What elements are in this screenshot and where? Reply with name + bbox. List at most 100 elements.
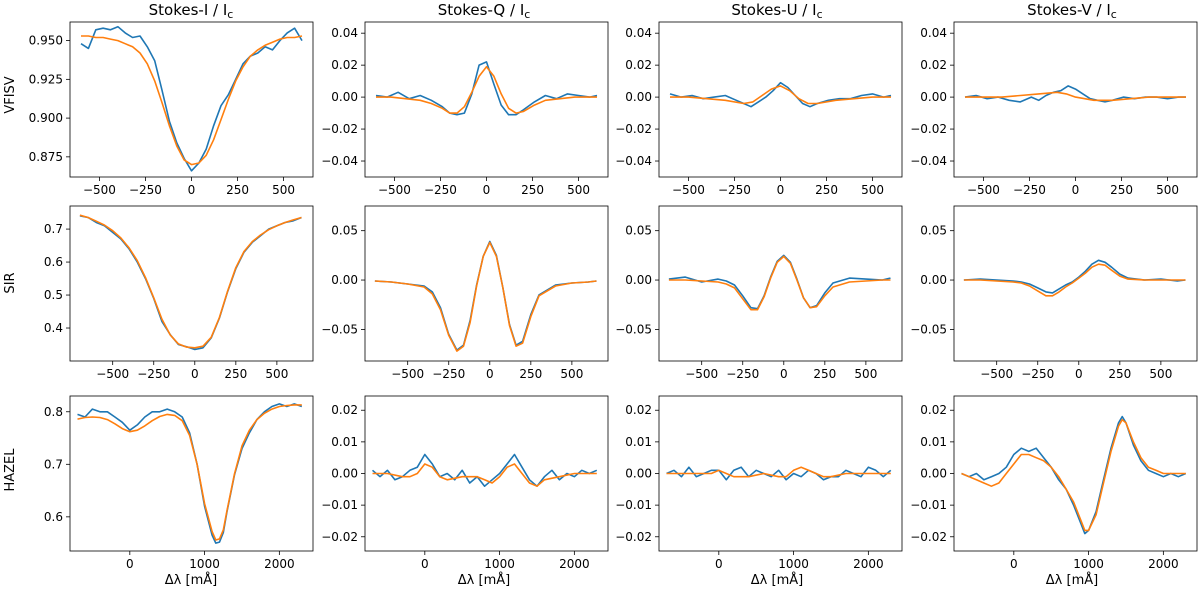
y-tick-label: 0.4 [44, 321, 63, 335]
fit-profile-line [963, 263, 1186, 297]
panel: −500 −250 0 250 500 −0.05 0.00 0.05 [615, 205, 903, 381]
y-tick-label: 0.875 [29, 150, 63, 164]
x-tick-label: 0 [188, 183, 196, 197]
panel: −500 −250 0 250 500 0.4 0.5 0.6 0.7 [44, 205, 314, 381]
y-tick-label: 0.01 [625, 435, 652, 449]
column-title-stokes-v: Stokes-V / Ic [1027, 1, 1117, 21]
x-axis-labels: Δλ [mÅ] Δλ [mÅ] Δλ [mÅ] Δλ [mÅ] [165, 572, 1098, 588]
y-tick-label: 0.04 [625, 26, 652, 40]
column-titles: Stokes-I / Ic Stokes-Q / Ic Stokes-U / I… [149, 1, 1117, 21]
panel: −500 −250 0 250 500 −0.04 −0.02 0.00 0.02 0.04 [615, 21, 903, 197]
panel-frame [658, 205, 903, 362]
column-title-stokes-u: Stokes-U / Ic [731, 1, 822, 21]
y-tick-label: 0.02 [331, 58, 358, 72]
y-tick-label: −0.02 [910, 530, 947, 544]
fit-profile-line [81, 35, 303, 166]
panel: 0 1000 2000 0.6 0.7 0.8 [44, 395, 314, 571]
x-tick-label: 250 [519, 367, 542, 381]
y-tick-label: 0.7 [44, 457, 63, 471]
x-tick-label: 2000 [853, 557, 884, 571]
x-tick-label: 500 [854, 367, 877, 381]
panel: 0 1000 2000 −0.02 −0.01 0.00 0.01 0.02 [615, 395, 903, 571]
y-tick-label: 0.05 [920, 224, 947, 238]
y-tick-label: 0.01 [920, 435, 947, 449]
y-tick-label: −0.02 [615, 122, 652, 136]
x-axis-label-stokes-v: Δλ [mÅ] [1046, 572, 1098, 588]
x-tick-label: −500 [391, 367, 424, 381]
observed-profile-line [964, 85, 1186, 103]
y-tick-label: 0.02 [920, 58, 947, 72]
panel: −500 −250 0 250 500 −0.04 −0.02 0.00 0.02 0.04 [321, 21, 609, 197]
y-tick-label: 0.00 [625, 273, 652, 287]
y-tick-label: −0.02 [321, 122, 358, 136]
y-tick-label: −0.04 [615, 154, 652, 168]
panel: −500 −250 0 250 500 −0.05 0.00 0.05 [321, 205, 609, 381]
row-labels: VFISV SIR HAZEL [3, 76, 18, 491]
x-tick-label: 0 [777, 183, 785, 197]
x-tick-label: 1000 [778, 557, 809, 571]
fit-profile-line [376, 65, 597, 114]
y-tick-label: −0.05 [910, 322, 947, 336]
y-tick-label: −0.04 [910, 154, 947, 168]
y-tick-label: 0.04 [920, 26, 947, 40]
x-tick-label: 500 [265, 367, 288, 381]
panel: 0 1000 2000 −0.02 −0.01 0.00 0.01 0.02 [321, 395, 609, 571]
y-tick-label: 0.00 [625, 467, 652, 481]
x-tick-label: 0 [191, 367, 199, 381]
x-tick-label: 0 [421, 557, 429, 571]
observed-profile-line [77, 403, 303, 544]
x-tick-label: 2000 [264, 557, 295, 571]
x-tick-label: −250 [129, 183, 162, 197]
observed-profile-line [963, 259, 1186, 294]
fit-profile-line [668, 255, 891, 311]
x-axis-label-stokes-i: Δλ [mÅ] [165, 572, 217, 588]
fit-profile-line [961, 418, 1186, 532]
x-axis-label-stokes-q: Δλ [mÅ] [458, 572, 510, 588]
x-tick-label: 0 [486, 367, 494, 381]
panel: −500 −250 0 250 500 0.875 0.900 0.925 0.950 [29, 21, 314, 197]
x-tick-label: −500 [83, 183, 116, 197]
y-tick-label: 0.01 [331, 435, 358, 449]
fit-profile-line [670, 85, 891, 105]
y-tick-label: −0.05 [615, 322, 652, 336]
x-tick-label: −500 [980, 367, 1013, 381]
y-tick-label: 0.02 [331, 403, 358, 417]
x-tick-label: 250 [813, 367, 836, 381]
panel-frame [364, 21, 609, 178]
panel: −500 −250 0 250 500 −0.04 −0.02 0.00 0.02 0.04 [910, 21, 1198, 197]
y-tick-label: −0.02 [615, 530, 652, 544]
y-tick-label: 0.05 [331, 224, 358, 238]
row-label-vfisv: VFISV [3, 76, 18, 113]
x-tick-label: 0 [1010, 557, 1018, 571]
y-tick-label: 0.925 [29, 72, 63, 86]
y-tick-label: 0.02 [625, 58, 652, 72]
y-tick-label: 0.00 [331, 467, 358, 481]
x-tick-label: 1000 [189, 557, 220, 571]
fit-profile-line [79, 214, 302, 349]
x-tick-label: −250 [424, 183, 457, 197]
y-tick-label: 0.04 [331, 26, 358, 40]
x-tick-label: −250 [1021, 367, 1054, 381]
x-tick-label: 2000 [1148, 557, 1179, 571]
panel-frame [69, 395, 314, 552]
fit-profile-line [372, 463, 597, 487]
y-tick-label: −0.01 [910, 498, 947, 512]
y-tick-label: 0.7 [44, 222, 63, 236]
row-label-hazel: HAZEL [3, 448, 18, 492]
y-tick-label: −0.01 [321, 498, 358, 512]
x-tick-label: 500 [567, 183, 590, 197]
y-tick-label: 0.00 [331, 90, 358, 104]
y-tick-label: −0.05 [321, 322, 358, 336]
panel-frame [69, 205, 314, 362]
fit-profile-line [965, 91, 1186, 102]
x-axis-label-stokes-u: Δλ [mÅ] [751, 572, 803, 588]
x-tick-label: 500 [1156, 183, 1179, 197]
observed-profile-line [371, 453, 598, 487]
x-tick-label: 500 [861, 183, 884, 197]
y-tick-label: −0.02 [910, 122, 947, 136]
x-tick-label: 500 [560, 367, 583, 381]
y-tick-label: 0.8 [44, 405, 63, 419]
x-tick-label: −250 [432, 367, 465, 381]
x-tick-label: −250 [137, 367, 170, 381]
